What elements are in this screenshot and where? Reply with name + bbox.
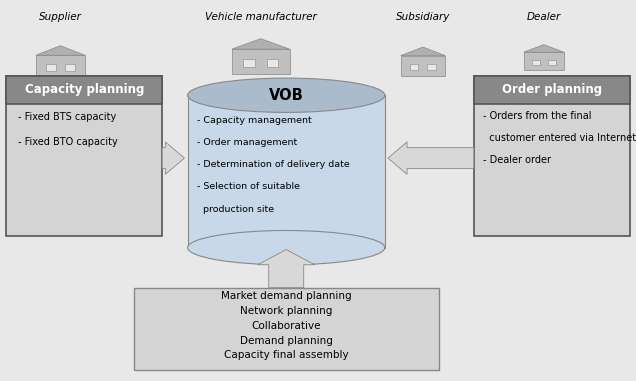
Text: - Dealer order: - Dealer order bbox=[483, 155, 551, 165]
Polygon shape bbox=[188, 95, 385, 248]
Text: - Selection of suitable: - Selection of suitable bbox=[197, 182, 300, 192]
Text: Subsidiary: Subsidiary bbox=[396, 12, 450, 22]
Text: customer entered via Internet: customer entered via Internet bbox=[483, 133, 636, 143]
Text: Order planning: Order planning bbox=[502, 83, 602, 96]
FancyBboxPatch shape bbox=[66, 64, 75, 71]
Polygon shape bbox=[258, 250, 315, 288]
FancyBboxPatch shape bbox=[46, 64, 55, 71]
Polygon shape bbox=[388, 142, 474, 174]
FancyBboxPatch shape bbox=[410, 64, 418, 70]
Text: Market demand planning: Market demand planning bbox=[221, 291, 352, 301]
Text: - Orders from the final: - Orders from the final bbox=[483, 111, 592, 121]
Text: - Order management: - Order management bbox=[197, 138, 298, 147]
Text: Demand planning: Demand planning bbox=[240, 336, 333, 346]
Text: Vehicle manufacturer: Vehicle manufacturer bbox=[205, 12, 317, 22]
Polygon shape bbox=[401, 47, 445, 56]
Text: Collaborative: Collaborative bbox=[251, 321, 321, 331]
Polygon shape bbox=[162, 142, 184, 174]
FancyBboxPatch shape bbox=[232, 49, 290, 74]
Text: production site: production site bbox=[197, 205, 274, 214]
FancyBboxPatch shape bbox=[474, 76, 630, 104]
Text: - Fixed BTO capacity: - Fixed BTO capacity bbox=[18, 137, 118, 147]
FancyBboxPatch shape bbox=[474, 76, 630, 236]
Text: VOB: VOB bbox=[269, 88, 303, 103]
Polygon shape bbox=[232, 39, 290, 49]
FancyBboxPatch shape bbox=[6, 76, 162, 236]
Polygon shape bbox=[36, 46, 85, 55]
FancyBboxPatch shape bbox=[532, 59, 540, 65]
FancyBboxPatch shape bbox=[244, 59, 255, 67]
Ellipse shape bbox=[188, 78, 385, 112]
FancyBboxPatch shape bbox=[427, 64, 436, 70]
Text: Supplier: Supplier bbox=[39, 12, 82, 22]
Polygon shape bbox=[524, 45, 563, 52]
FancyBboxPatch shape bbox=[524, 52, 564, 70]
Text: - Capacity management: - Capacity management bbox=[197, 116, 312, 125]
Text: - Fixed BTS capacity: - Fixed BTS capacity bbox=[18, 112, 116, 122]
Ellipse shape bbox=[188, 231, 385, 265]
FancyBboxPatch shape bbox=[36, 55, 85, 78]
Text: Network planning: Network planning bbox=[240, 306, 333, 316]
Text: Capacity final assembly: Capacity final assembly bbox=[224, 351, 349, 360]
Text: Capacity planning: Capacity planning bbox=[25, 83, 144, 96]
FancyBboxPatch shape bbox=[401, 56, 445, 76]
Text: - Determination of delivery date: - Determination of delivery date bbox=[197, 160, 350, 170]
FancyBboxPatch shape bbox=[134, 288, 439, 370]
FancyBboxPatch shape bbox=[6, 76, 162, 104]
FancyBboxPatch shape bbox=[548, 59, 556, 65]
FancyBboxPatch shape bbox=[266, 59, 278, 67]
Text: Dealer: Dealer bbox=[527, 12, 561, 22]
